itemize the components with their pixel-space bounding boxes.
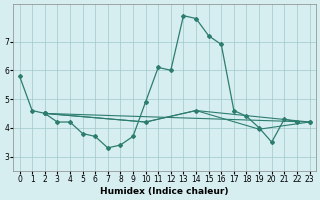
X-axis label: Humidex (Indice chaleur): Humidex (Indice chaleur) <box>100 187 229 196</box>
